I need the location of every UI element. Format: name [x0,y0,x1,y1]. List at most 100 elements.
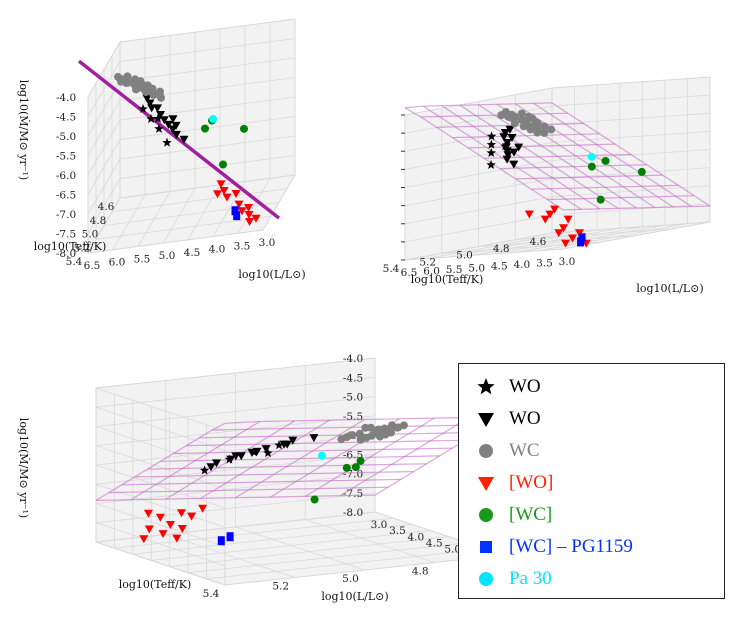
x-tick-label: 3.5 [536,258,553,270]
data-point [130,81,139,90]
data-point [524,210,534,219]
z-tick-label: -5.0 [56,131,76,143]
x-tick-label: 4.5 [491,261,508,273]
data-point [171,121,181,130]
fit-plane-line [551,102,711,207]
data-point [139,535,149,544]
data-point [234,200,244,209]
y-tick-label: 5.0 [342,573,359,585]
data-point [261,445,271,454]
data-point [244,211,254,220]
data-point [168,115,178,124]
data-point [157,93,165,102]
circle-icon [473,438,499,464]
x-tick-label: 5.0 [468,262,485,274]
data-point [156,110,165,119]
grid-line [235,526,365,571]
grid-line [95,503,226,547]
grid-line [95,434,376,466]
x-tick-label: 3.5 [389,525,406,537]
grid-line [95,483,226,528]
grid-line [404,160,553,188]
z-tick-label: -4.5 [56,112,76,124]
fit-plane-line [95,422,226,501]
grid-line [404,232,553,261]
fit-plane-line [478,104,637,209]
data-point [164,120,173,129]
legend-label: Pa 30 [509,568,552,589]
z-tick-label: -5.5 [343,411,363,423]
data-point [502,155,512,164]
data-point [288,436,298,445]
x-tick-label: 4.5 [184,247,201,259]
data-point [509,160,519,169]
data-point [159,116,169,125]
y-tick-label: 4.8 [493,243,510,255]
data-point [514,143,524,152]
grid-line [95,473,376,504]
data-point [206,463,216,472]
legend-entry-wo-triangle: WO [473,404,541,434]
data-point [637,167,646,176]
y-tick-label: 5.0 [456,250,473,262]
data-point [547,125,556,134]
x-tick-label: 4.0 [408,531,425,543]
data-point [165,520,175,529]
data-point [601,156,610,165]
data-point [540,215,550,224]
z-axis-label: log10(Ṁ/M⊙ yr⁻¹) [17,418,31,518]
z-tick-label: -5.5 [56,151,76,163]
data-point [162,137,172,147]
legend-marker [478,477,494,491]
fit-plane-line [404,107,564,211]
data-point [568,234,578,243]
grid-line [404,214,553,243]
data-point [528,122,537,131]
x-tick-label: 3.0 [559,256,576,268]
x-tick-label: 4.0 [514,259,531,271]
legend-entry-wc: WC [473,436,540,466]
data-point [177,524,187,533]
data-point [219,160,227,169]
z-tick-label: -7.0 [56,209,76,221]
data-point [386,424,395,433]
y-tick-label: 4.6 [530,236,547,248]
x-tick-label: 6.0 [423,265,440,277]
grid-line [87,229,264,254]
data-point [497,111,506,120]
y-tick-label: 5.2 [272,581,289,593]
grid-line [95,215,272,240]
x-tick-label: 6.5 [84,260,101,272]
legend-marker [477,378,495,395]
data-point [342,463,351,472]
y-tick-label: 4.6 [98,201,115,213]
z-tick-label: -4.5 [343,372,363,384]
z-tick-label: -4.0 [56,92,76,104]
legend-entry-wc-bracket: [WC] [473,500,552,530]
data-point [172,130,181,139]
grid-line [111,188,288,213]
legend-label: WC [509,440,540,461]
data-point [499,133,509,142]
data-point [198,504,208,513]
data-point [486,147,497,158]
y-tick-label: 5.4 [203,588,220,600]
data-point [231,190,241,199]
data-point [231,452,241,461]
grid-line [95,522,226,567]
grid-line [551,76,711,89]
grid-line [95,453,376,485]
data-point [506,113,515,122]
grid-line [95,426,226,470]
x-tick-label: 3.0 [259,237,276,249]
z-tick-label: -7.5 [56,229,76,241]
y-tick-label: 5.4 [66,256,83,268]
data-point [503,151,513,160]
data-point [540,122,549,131]
grid-line [305,519,435,563]
legend-marker [480,541,492,553]
data-point [252,447,262,456]
data-point [309,434,319,443]
grid-line [165,534,295,578]
grid-line [478,235,637,247]
